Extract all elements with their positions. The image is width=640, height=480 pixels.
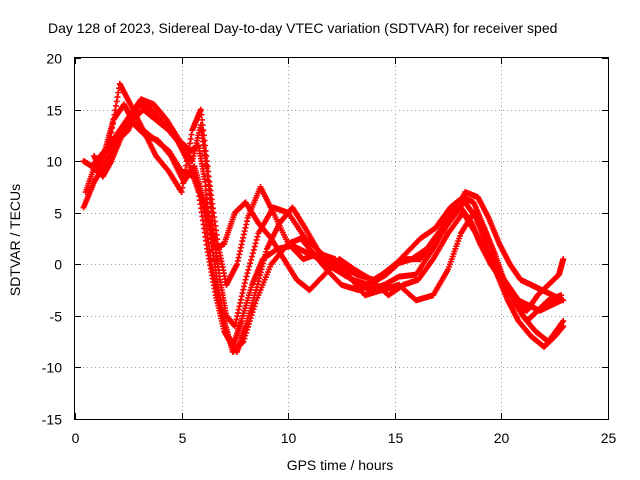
data-points [80,80,567,355]
data-point [202,147,209,154]
x-tick-label: 10 [281,430,297,446]
data-point [254,233,261,240]
y-tick-label: 15 [46,103,62,119]
data-point [250,246,257,253]
x-tick-label: 0 [72,430,80,446]
data-point [204,163,211,170]
x-tick-label: 5 [179,430,187,446]
data-point [242,276,249,283]
data-point [558,297,565,304]
y-tick-label: -15 [42,412,62,428]
data-point [198,111,205,118]
data-point [248,256,255,263]
x-axis-label: GPS time / hours [287,457,394,473]
x-axis: 0 5 10 15 20 25 [72,58,617,446]
plot-frame [74,57,609,420]
x-tick-label: 25 [601,430,617,446]
data-point [560,318,567,325]
x-tick-label: 20 [494,430,510,446]
data-point [560,323,567,330]
data-point [249,250,256,257]
data-point [199,116,206,123]
data-point [205,168,212,175]
data-point [200,127,207,134]
data-point [245,266,252,273]
data-point [203,152,210,159]
y-tick-label: 20 [46,51,62,67]
data-point [246,263,253,270]
data-point [244,270,251,277]
y-tick-label: 10 [46,154,62,170]
data-point [199,122,206,129]
data-point [203,158,210,165]
data-point [197,106,204,113]
chart-title: Day 128 of 2023, Sidereal Day-to-day VTE… [48,20,557,36]
data-point [200,132,207,139]
data-point [243,273,250,280]
data-point [248,253,255,260]
data-point [247,260,254,267]
x-tick-label: 15 [388,430,404,446]
data-point [252,240,259,247]
y-tick-label: 0 [54,257,62,273]
data-point [202,142,209,149]
data-point [205,173,212,180]
data-point [201,137,208,144]
y-axis: -15 -10 -5 0 5 10 15 20 [42,51,608,428]
y-tick-label: -5 [50,309,63,325]
y-tick-label: -10 [42,360,62,376]
data-point [251,243,258,250]
series-track-5 [103,106,567,314]
y-tick-label: 5 [54,206,62,222]
series-track-3 [91,106,565,330]
series-track-6 [82,101,565,314]
data-point [253,236,260,243]
y-axis-label: SDTVAR / TECUs [7,184,23,296]
data-point [560,256,567,263]
